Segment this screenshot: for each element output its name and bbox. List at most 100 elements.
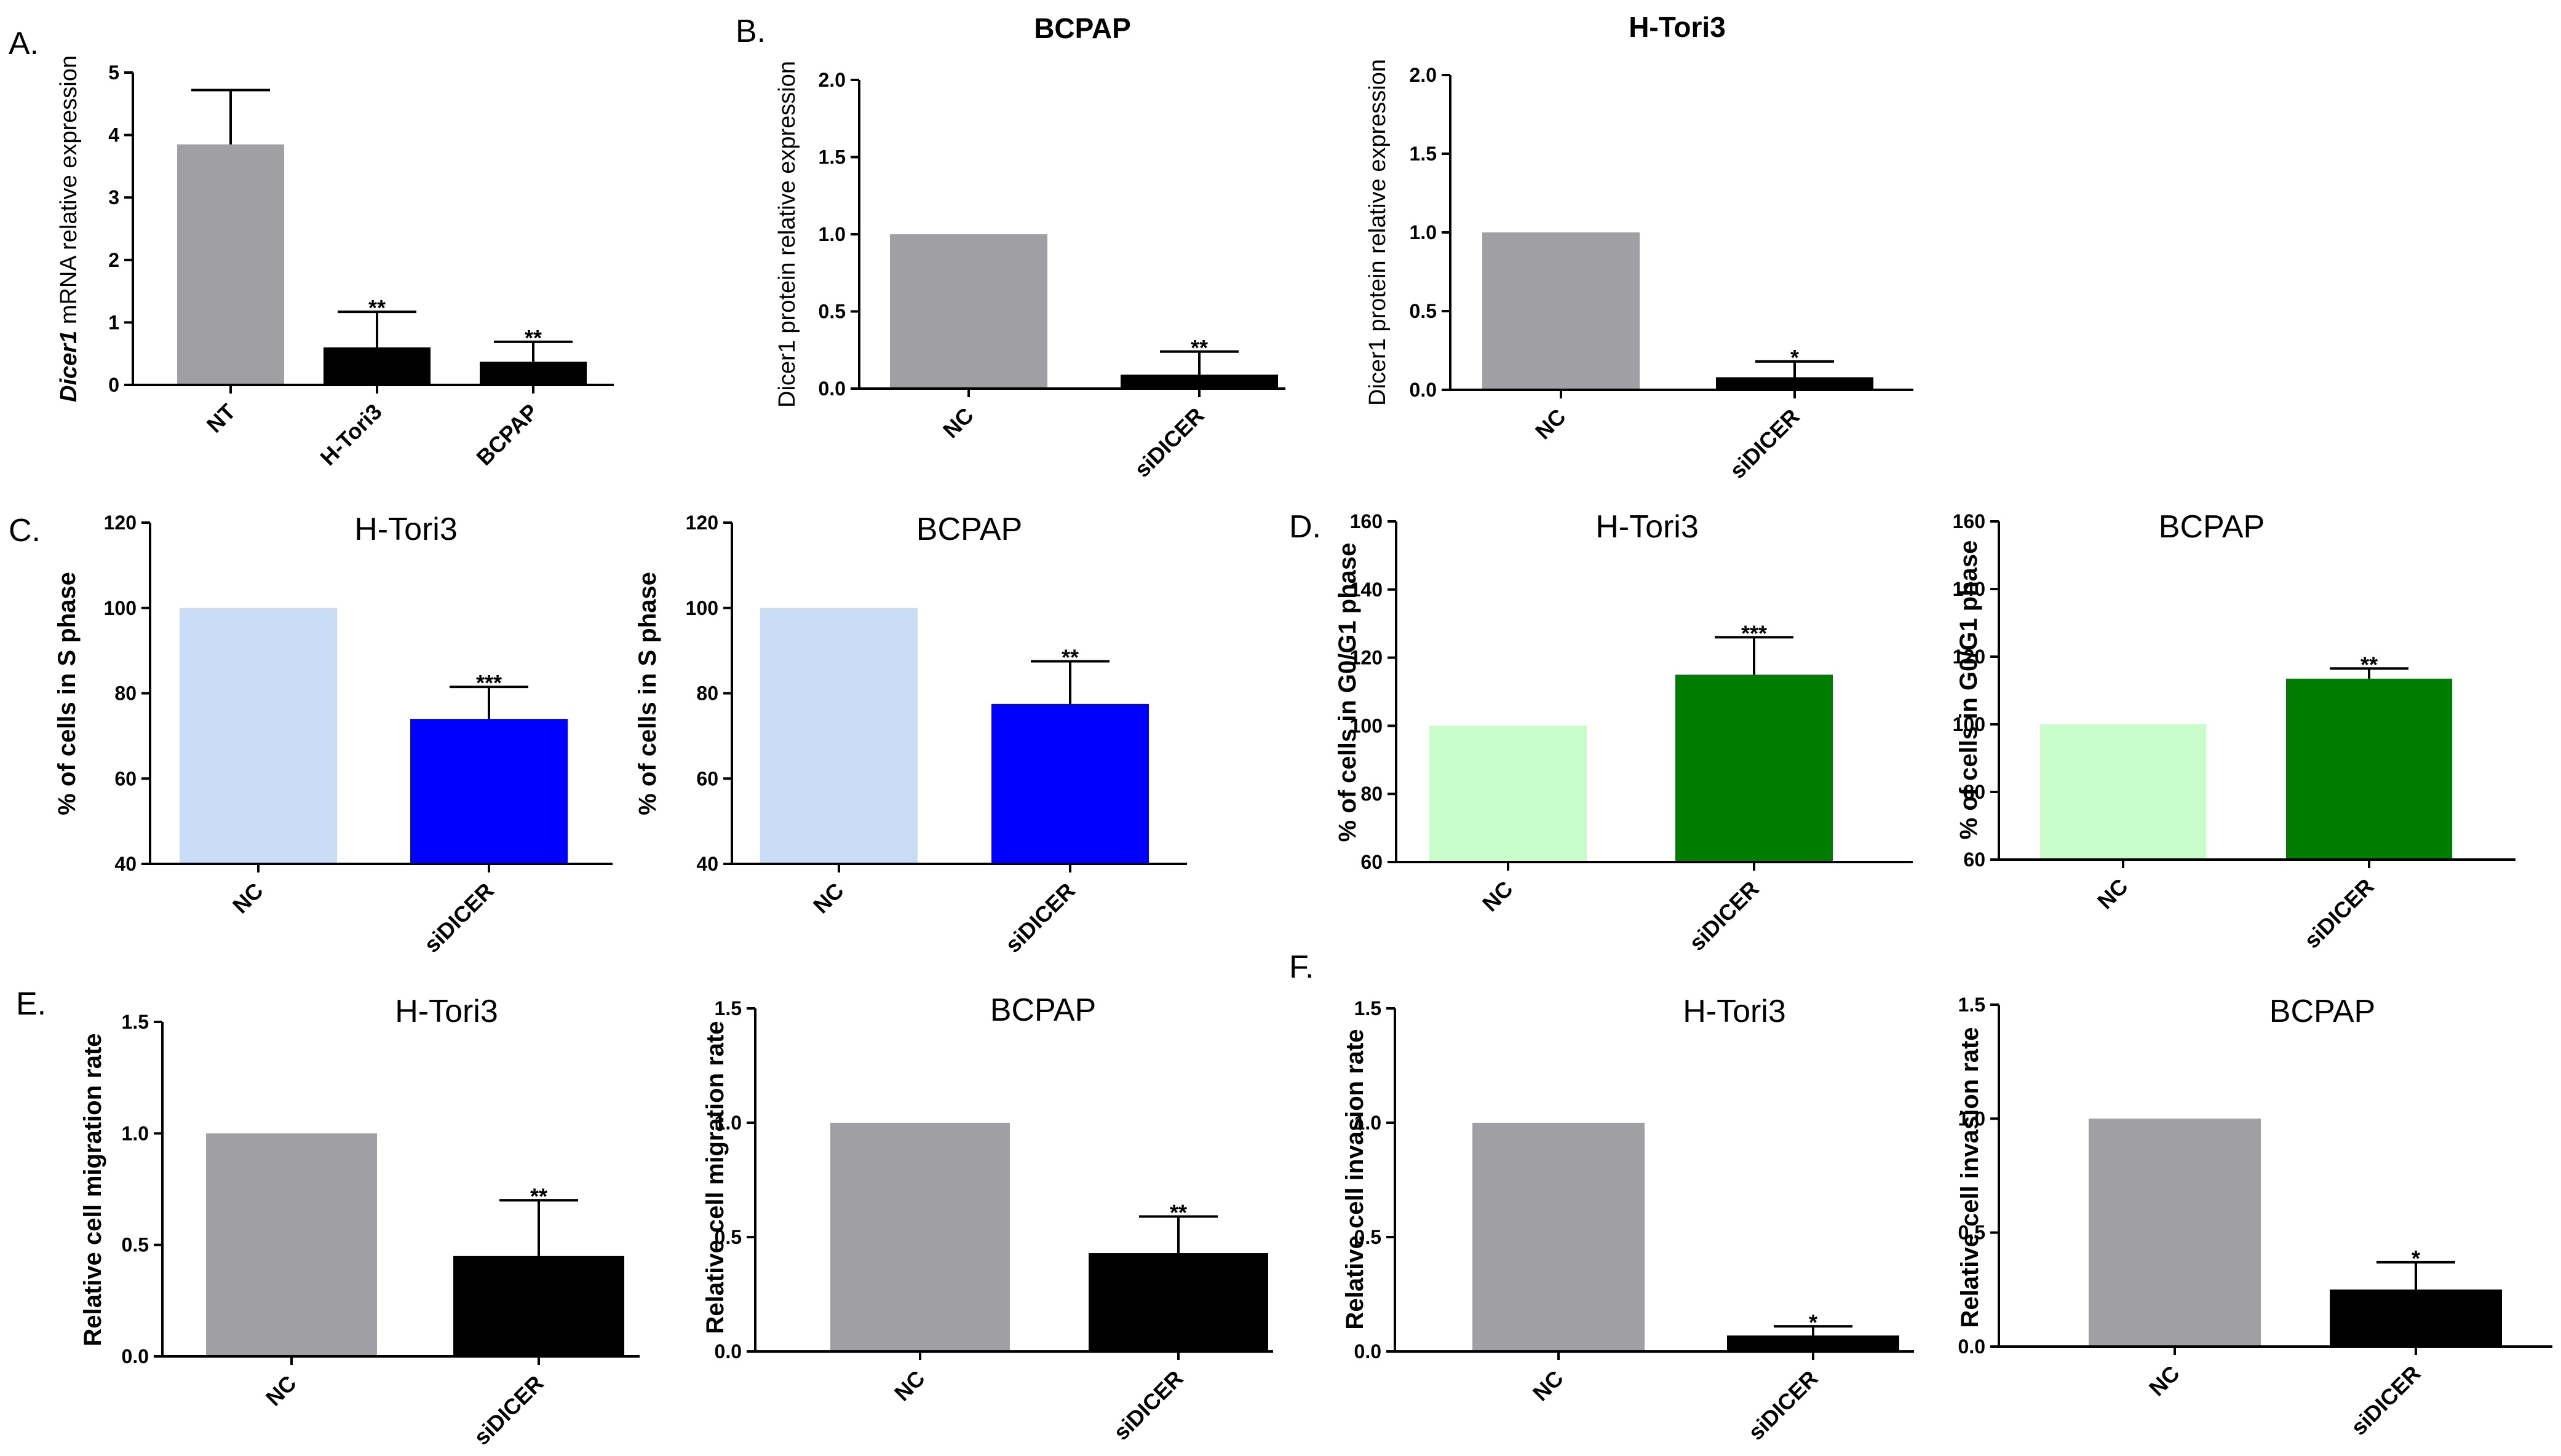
- chart-title: H-Tori3: [1683, 994, 1786, 1029]
- y-tick-label: 60: [114, 767, 137, 789]
- bar: [2089, 1118, 2261, 1347]
- y-tick-label: 1: [108, 311, 119, 333]
- chart-title: H-Tori3: [395, 994, 498, 1029]
- y-tick-label: 2: [108, 249, 119, 271]
- significance-label: **: [2360, 652, 2378, 677]
- y-tick-label: 80: [696, 682, 718, 705]
- y-tick-label: 0.5: [1354, 1226, 1381, 1248]
- y-axis-label: % of cells in G0/G1 phase: [1334, 543, 1361, 842]
- x-tick-label: NC: [2144, 1361, 2185, 1401]
- y-tick-label: 80: [1360, 783, 1383, 805]
- chart-title: BCPAP: [2159, 509, 2265, 545]
- chart-d2: ** 60 80 100 120 140 160 NC siDICER BCPAP % of cel…: [1953, 509, 2515, 953]
- y-tick-label: 1.5: [1410, 143, 1437, 165]
- y-tick-label: 1.0: [715, 1112, 742, 1134]
- y-tick-label: 2.0: [819, 69, 846, 91]
- y-tick-label: 100: [1953, 713, 1985, 735]
- x-tick-label: siDICER: [1108, 1366, 1188, 1445]
- chart-a: ** ** 0 1 2 3 4 5 NT H-Tori3 BCPAP Dicer1 mRNA rela…: [56, 55, 614, 470]
- x-tick-label: siDICER: [2346, 1361, 2425, 1440]
- chart-c1: *** 40 60 80 100 120 NC siDICER H-Tori3 % of cell…: [54, 512, 613, 957]
- chart-d1: *** 60 80 100 120 140 160 NC siDICER H-Tori3 % of …: [1334, 509, 1913, 956]
- bar: [324, 347, 431, 385]
- chart-title: H-Tori3: [354, 512, 458, 547]
- bar: [991, 703, 1149, 864]
- y-tick-label: 80: [114, 682, 137, 705]
- x-tick-label: siDICER: [1000, 878, 1079, 957]
- bar: [1482, 232, 1640, 390]
- chart-title: BCPAP: [2269, 994, 2375, 1029]
- y-axis-label: Dicer1 mRNA relative expression: [56, 55, 82, 402]
- bar: [480, 362, 587, 385]
- y-tick-label: 0.0: [1410, 379, 1437, 401]
- y-tick-label: 80: [1963, 781, 1985, 803]
- chart-title: BCPAP: [990, 992, 1096, 1028]
- chart-f1: * 0.0 0.5 1.0 1.5 NC siDICER H-Tori3 Relative ce…: [1341, 994, 1914, 1445]
- y-tick-label: 0.5: [122, 1234, 149, 1256]
- y-axis-label: Dicer1 protein relative expression: [1365, 59, 1391, 406]
- bar: [177, 144, 284, 385]
- y-tick-label: 0.0: [1958, 1335, 1985, 1358]
- y-tick-label: 3: [108, 186, 119, 208]
- bar: [890, 234, 1047, 389]
- y-axis-label: Relative cell invasion rate: [1341, 1029, 1368, 1329]
- significance-label: **: [1170, 1200, 1187, 1225]
- bar: [1121, 374, 1278, 389]
- y-tick-label: 120: [686, 512, 718, 534]
- y-axis-label: Dicer1 protein relative expression: [774, 61, 800, 408]
- x-tick-label: NC: [889, 1366, 930, 1406]
- x-tick-label: siDICER: [469, 1371, 548, 1450]
- chart-title: H-Tori3: [1595, 509, 1699, 545]
- y-tick-label: 120: [104, 512, 137, 534]
- y-tick-label: 100: [686, 597, 718, 619]
- bar: [180, 607, 337, 864]
- panel-letter-d: D.: [1289, 509, 1321, 545]
- significance-label: *: [1809, 1310, 1817, 1335]
- x-tick-label: NC: [261, 1371, 301, 1411]
- y-axis-label-italic: Dicer1: [56, 331, 82, 402]
- bar: [1716, 377, 1873, 390]
- y-tick-label: 0.0: [715, 1340, 742, 1363]
- x-tick-label: BCPAP: [471, 399, 542, 470]
- bar: [1675, 675, 1833, 862]
- y-tick-label: 0.0: [122, 1345, 149, 1367]
- significance-label: **: [1191, 335, 1208, 360]
- y-tick-label: 140: [1953, 578, 1985, 600]
- x-tick-label: NC: [1477, 876, 1518, 917]
- y-tick-label: 2.0: [1410, 64, 1437, 86]
- x-tick-label: H-Tori3: [315, 399, 386, 470]
- bar: [2286, 678, 2452, 860]
- y-axis-label: Relative cell migration rate: [702, 1021, 729, 1334]
- panel-letter-e: E.: [16, 986, 46, 1022]
- y-tick-label: 0.5: [819, 301, 846, 323]
- chart-title: BCPAP: [916, 512, 1022, 547]
- chart-e1: ** 0.0 0.5 1.0 1.5 NC siDICER H-Tori3 Relative c…: [79, 994, 640, 1450]
- y-axis-label-rest: mRNA relative expression: [56, 55, 82, 331]
- bar: [830, 1123, 1010, 1351]
- chart-c2: ** 40 60 80 100 120 NC siDICER BCPAP % of cells i…: [634, 512, 1187, 957]
- y-tick-label: 0.0: [819, 378, 846, 400]
- y-tick-label: 4: [108, 124, 119, 146]
- y-tick-label: 1.5: [122, 1011, 149, 1033]
- y-tick-label: 1.5: [819, 146, 846, 168]
- bar: [410, 719, 568, 864]
- panel-letter-f: F.: [1289, 949, 1314, 985]
- chart-title: H-Tori3: [1629, 11, 1726, 43]
- x-tick-label: siDICER: [1725, 404, 1804, 483]
- x-tick-label: siDICER: [2299, 874, 2378, 953]
- y-tick-label: 100: [1350, 714, 1383, 737]
- panel-letter-a: A.: [9, 26, 39, 61]
- y-tick-label: 0.5: [1958, 1222, 1985, 1244]
- y-tick-label: 60: [696, 767, 718, 789]
- y-tick-label: 0: [108, 374, 119, 396]
- y-tick-label: 40: [114, 853, 137, 875]
- y-axis-label: % of cells in S phase: [634, 572, 661, 815]
- bar: [1727, 1335, 1899, 1351]
- x-tick-label: NC: [938, 403, 979, 443]
- x-tick-label: siDICER: [419, 878, 498, 957]
- y-tick-label: 1.5: [715, 997, 742, 1019]
- significance-label: *: [2412, 1246, 2420, 1271]
- y-axis-label: % of cells in G0/G1 phase: [1955, 540, 1982, 840]
